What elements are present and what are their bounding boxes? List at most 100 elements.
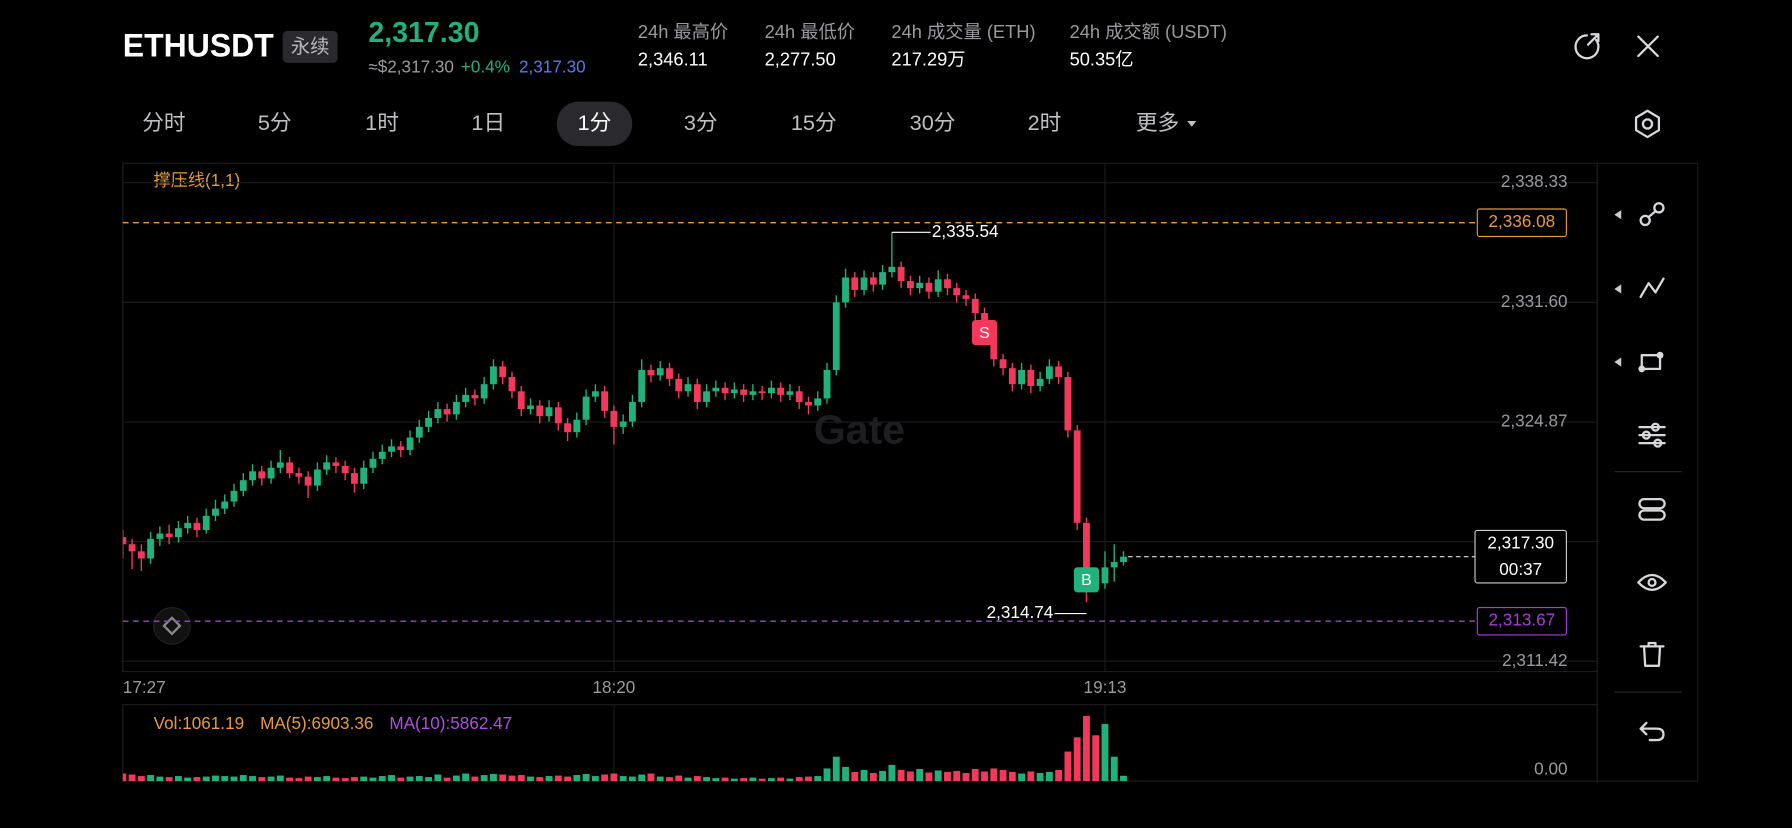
candle-body xyxy=(1055,366,1063,378)
volume-bar xyxy=(1092,735,1100,782)
candle-body xyxy=(619,421,627,427)
volume-bar xyxy=(823,768,831,782)
refresh-button[interactable] xyxy=(1574,33,1600,60)
contract-type: 永续 xyxy=(291,36,330,58)
line-tool[interactable] xyxy=(1639,202,1665,227)
trade-signal: B xyxy=(1081,572,1092,589)
volume-bar xyxy=(388,775,395,782)
candle-body xyxy=(202,515,210,530)
timeframe-tab[interactable]: 更多 xyxy=(1136,110,1179,135)
volume-bar xyxy=(267,776,275,782)
volume-bar xyxy=(749,777,757,782)
candle-body xyxy=(703,391,710,402)
timeframe-tab[interactable]: 1时 xyxy=(365,110,399,135)
candle-body xyxy=(1045,366,1053,379)
undo-tool[interactable] xyxy=(1639,721,1665,742)
volume-bar xyxy=(434,774,442,782)
candle-body xyxy=(990,332,998,360)
candle-body xyxy=(147,538,155,559)
volume-bar xyxy=(415,776,423,782)
candle-body xyxy=(1101,567,1109,584)
settings-icon xyxy=(1634,109,1661,139)
candle-countdown: 00:37 xyxy=(1499,559,1542,579)
volume-bar xyxy=(406,776,414,782)
candle-body xyxy=(888,266,896,273)
candle-body xyxy=(258,471,266,479)
candle-body xyxy=(378,451,386,459)
candle-body xyxy=(332,462,340,466)
volume-bar xyxy=(425,777,433,782)
indicator-tool[interactable] xyxy=(1638,422,1666,448)
trade-signal: S xyxy=(979,325,990,342)
volume-bar xyxy=(286,777,294,782)
price-change: +0.4% xyxy=(461,56,510,76)
timeframe-tab[interactable]: 1日 xyxy=(471,110,505,135)
candle-body xyxy=(675,378,683,392)
volume-bar xyxy=(313,777,321,782)
timeframe-tab[interactable]: 5分 xyxy=(258,110,292,135)
candle-body xyxy=(165,533,173,538)
volume-bar xyxy=(693,776,701,782)
volume-bar xyxy=(851,771,859,782)
timeframe-tab[interactable]: 1分 xyxy=(578,110,612,135)
drawing-lock-button[interactable] xyxy=(153,607,191,645)
timeframe-tab[interactable]: 15分 xyxy=(791,110,837,135)
close-button[interactable] xyxy=(1637,35,1659,58)
indicator-label: 撑压线(1,1) xyxy=(154,170,241,190)
volume-bar xyxy=(832,756,840,782)
contract-badge xyxy=(282,30,338,63)
watermark: Gate xyxy=(814,407,905,453)
timeframe-tab[interactable]: 2时 xyxy=(1028,110,1062,135)
volume-bar xyxy=(962,773,970,782)
candle-body xyxy=(749,391,757,395)
candle-body xyxy=(434,409,442,418)
icon-part xyxy=(1639,214,1651,227)
candle-body xyxy=(638,369,646,402)
volume-bar xyxy=(499,774,507,782)
candle-body xyxy=(313,469,321,486)
volume-bar xyxy=(1036,773,1044,782)
timeframe-tab[interactable]: 分时 xyxy=(142,110,185,135)
close-icon xyxy=(1637,35,1659,58)
volume-bar xyxy=(916,768,924,782)
candle-body xyxy=(814,398,822,406)
visibility-tool[interactable] xyxy=(1637,573,1667,592)
volume-bar xyxy=(619,776,627,782)
candle-body xyxy=(925,282,933,292)
trend-tool[interactable] xyxy=(1639,277,1665,299)
candle-body xyxy=(137,551,145,559)
volume-bar xyxy=(239,775,247,782)
volume-bar xyxy=(1120,775,1127,782)
candle-body xyxy=(693,384,701,402)
volume-bar xyxy=(656,776,664,782)
candle-body xyxy=(369,458,377,468)
candle-body xyxy=(582,396,590,420)
candle-body xyxy=(1120,556,1127,562)
volume-bar xyxy=(341,778,349,782)
candle-body xyxy=(415,426,423,438)
chart-settings-button[interactable] xyxy=(1634,109,1661,139)
volume-bar xyxy=(332,777,340,782)
volume-bar xyxy=(304,776,312,782)
volume-legend: Vol:1061.19 MA(5):6903.36 MA(10):5862.47 xyxy=(154,713,513,733)
timeframe-tab[interactable]: 30分 xyxy=(910,110,956,135)
volume-bar xyxy=(1055,769,1063,782)
candle-body xyxy=(730,389,738,394)
volume-bar xyxy=(212,775,219,782)
candle-body xyxy=(601,391,609,411)
candle-body xyxy=(452,401,460,415)
candles xyxy=(122,232,1127,603)
icon-part xyxy=(1638,365,1646,373)
candle-body xyxy=(656,368,664,376)
candle-body xyxy=(499,366,507,378)
settings-icon-center xyxy=(1641,118,1654,130)
candle-body xyxy=(897,266,905,282)
shape-tool[interactable] xyxy=(1638,351,1664,373)
volume-bar xyxy=(137,776,145,782)
timeframe-tab[interactable]: 3分 xyxy=(684,110,718,135)
volume-bar xyxy=(814,776,822,782)
settings-tool[interactable] xyxy=(1638,497,1666,521)
delete-tool[interactable] xyxy=(1639,641,1665,667)
icon-part xyxy=(1639,277,1665,299)
